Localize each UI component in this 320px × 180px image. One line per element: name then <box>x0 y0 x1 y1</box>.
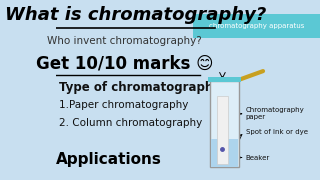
Text: What is chromatography?: What is chromatography? <box>5 6 266 24</box>
Text: Beaker: Beaker <box>246 154 270 161</box>
Text: Get 10/10 marks 😊: Get 10/10 marks 😊 <box>36 55 214 73</box>
FancyBboxPatch shape <box>211 139 238 167</box>
FancyBboxPatch shape <box>193 14 320 38</box>
Text: 2. Column chromatography: 2. Column chromatography <box>59 118 202 128</box>
Text: Who invent chromatography?: Who invent chromatography? <box>47 36 202 46</box>
Text: Chromatography
paper: Chromatography paper <box>246 107 304 120</box>
FancyBboxPatch shape <box>210 81 239 167</box>
Text: Applications: Applications <box>56 152 162 167</box>
FancyBboxPatch shape <box>208 77 241 82</box>
Text: 1.Paper chromatography: 1.Paper chromatography <box>59 100 188 110</box>
FancyBboxPatch shape <box>217 96 228 164</box>
Text: chromatography apparatus: chromatography apparatus <box>209 23 304 29</box>
Text: Type of chromatography:: Type of chromatography: <box>59 81 226 94</box>
Text: Spot of ink or dye: Spot of ink or dye <box>246 129 308 135</box>
